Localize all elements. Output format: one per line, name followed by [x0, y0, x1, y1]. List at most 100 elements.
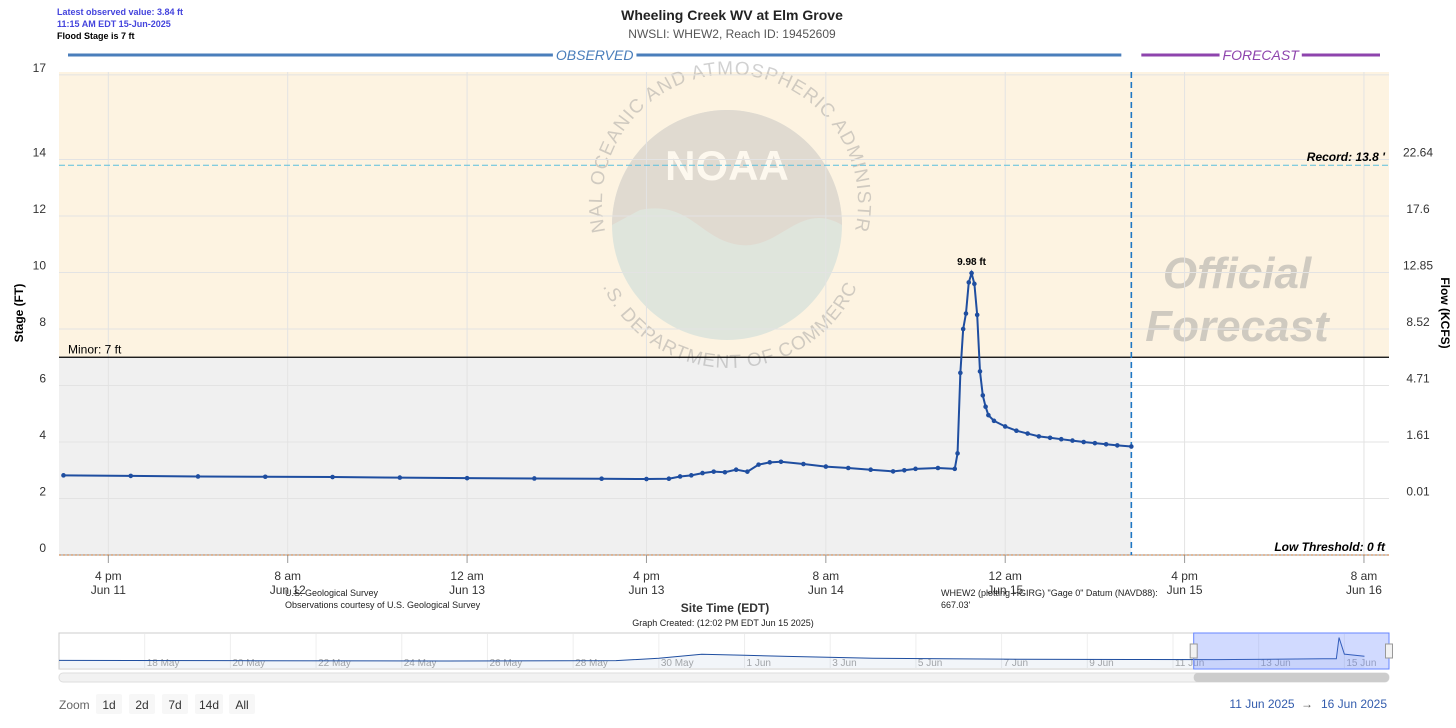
- data-point: [1070, 438, 1075, 443]
- zoom-button-label[interactable]: All: [235, 698, 248, 712]
- zoom-button-label[interactable]: 14d: [199, 698, 219, 712]
- zoom-button[interactable]: [96, 694, 122, 714]
- data-point: [1092, 440, 1098, 446]
- threshold-label: Minor: 7 ft: [68, 342, 122, 356]
- range-from[interactable]: 11 Jun 2025: [1229, 697, 1294, 711]
- range-arrow: →: [1301, 697, 1313, 711]
- observed-zone: [59, 357, 1132, 555]
- y-tick-label: 2: [39, 485, 46, 499]
- data-point: [1025, 431, 1030, 436]
- forecast-band-gap: [1219, 47, 1302, 63]
- chart-subtitle: NWSLI: WHEW2, Reach ID: 19452609: [628, 27, 836, 41]
- x-tick-label: Jun 15: [987, 583, 1023, 597]
- data-point: [902, 467, 907, 473]
- data-point: [823, 464, 829, 469]
- y2-tick-label: 0.01: [1406, 485, 1430, 499]
- data-point: [262, 474, 268, 480]
- data-point: [986, 412, 991, 418]
- navigator-tick-label: 13 Jun: [1261, 658, 1291, 669]
- navigator-tick-label: 26 May: [489, 658, 522, 669]
- credit: 667.03': [941, 600, 971, 610]
- navigator-tick-label: 3 Jun: [832, 658, 856, 669]
- x-tick-label: Jun 15: [1167, 583, 1203, 597]
- y-tick-label: 10: [33, 259, 47, 273]
- data-point: [767, 460, 773, 465]
- zoom-button[interactable]: [162, 694, 188, 714]
- y-tick-label: 6: [39, 372, 46, 386]
- y2-tick-label: 17.6: [1406, 202, 1430, 216]
- data-point: [868, 467, 873, 472]
- navigator: 18 May 20 May 22 May 24 May 26 May 28 May 30 M…: [58, 632, 1393, 683]
- series: 9.98 ft: [61, 257, 1134, 482]
- y-axis-title: Stage (FT): [12, 284, 26, 343]
- data-point: [966, 280, 972, 285]
- data-point: [644, 476, 649, 482]
- data-point: [666, 476, 672, 482]
- x-tick-label: 4 pm: [633, 569, 660, 583]
- navigator-selection[interactable]: [1193, 632, 1390, 670]
- x-tick-label: Jun 14: [808, 583, 844, 597]
- zoom-button[interactable]: [229, 694, 255, 714]
- x-tick-label: Jun 16: [1346, 583, 1382, 597]
- zoom-button[interactable]: [129, 694, 155, 714]
- x-tick-label: 8 am: [1351, 569, 1378, 583]
- credit: Graph Created: (12:02 PM EDT Jun 15 2025…: [632, 618, 813, 628]
- flood-zone: [59, 72, 1389, 358]
- zoom-button-label[interactable]: 2d: [135, 698, 148, 712]
- navigator-tick-label: 22 May: [318, 658, 351, 669]
- data-point: [1002, 424, 1008, 429]
- data-point: [677, 474, 683, 479]
- x-tick-label: 12 am: [989, 569, 1022, 583]
- logo-disc: [612, 110, 842, 340]
- data-point: [1036, 434, 1042, 439]
- y-tick-label: 4: [39, 428, 46, 442]
- zoom-button-label[interactable]: 1d: [102, 698, 115, 712]
- zoom-button-label[interactable]: 7d: [168, 698, 181, 712]
- navigator-area: [59, 637, 1365, 668]
- y2-axis-title: Flow (KCFS): [1438, 277, 1452, 348]
- data-point: [935, 465, 941, 471]
- data-point: [711, 469, 717, 474]
- data-point: [801, 461, 806, 467]
- navigator-tick-label: 7 Jun: [1004, 658, 1028, 669]
- y2-tick-label: 8.52: [1406, 315, 1430, 329]
- navigator-tick-label: 11 Jun: [1175, 658, 1204, 669]
- data-point: [963, 311, 969, 316]
- navigator-handle[interactable]: [1189, 643, 1198, 659]
- data-point: [599, 476, 604, 482]
- data-point: [974, 312, 980, 318]
- labels: Wheeling Creek WV at Elm Grove NWSLI: WH…: [12, 7, 1452, 628]
- data-point: [700, 470, 705, 476]
- plot-background: [59, 72, 1389, 555]
- range-to[interactable]: 16 Jun 2025: [1321, 697, 1387, 711]
- data-point: [980, 393, 986, 398]
- note: Latest observed value: 3.84 ft: [57, 7, 183, 17]
- range-selector: Zoom 11 Jun 2025 → 16 Jun 2025 1d 2d 7d 14d…: [59, 694, 1387, 714]
- forecast-watermark: Forecast: [1145, 302, 1331, 351]
- navigator-tick-label: 15 Jun: [1346, 658, 1376, 669]
- data-point: [955, 451, 960, 456]
- data-point: [890, 469, 896, 474]
- data-point: [745, 469, 750, 474]
- note: 11:15 AM EDT 15-Jun-2025: [57, 19, 171, 29]
- note: Flood Stage is 7 ft: [57, 31, 135, 41]
- data-point: [464, 475, 470, 481]
- data-point: [689, 473, 694, 478]
- data-point: [977, 369, 983, 374]
- forecast-watermark: Official: [1163, 249, 1312, 298]
- navigator-handle[interactable]: [1385, 643, 1393, 659]
- navigator-tick-label: 5 Jun: [918, 658, 942, 669]
- data-point: [733, 467, 739, 472]
- observed-band-label: OBSERVED: [556, 47, 634, 63]
- scrollbar-thumb[interactable]: [1193, 673, 1389, 682]
- scrollbar-track[interactable]: [58, 672, 1390, 683]
- data-point: [1115, 443, 1120, 448]
- data-point: [991, 418, 997, 424]
- navigator-line: [58, 637, 1365, 662]
- navigator-tick-label: 28 May: [575, 658, 608, 669]
- zoom-button[interactable]: [195, 694, 223, 714]
- forecast-band-label: FORECAST: [1223, 47, 1301, 63]
- data-point: [913, 466, 918, 472]
- x-tick-label: Jun 12: [270, 583, 306, 597]
